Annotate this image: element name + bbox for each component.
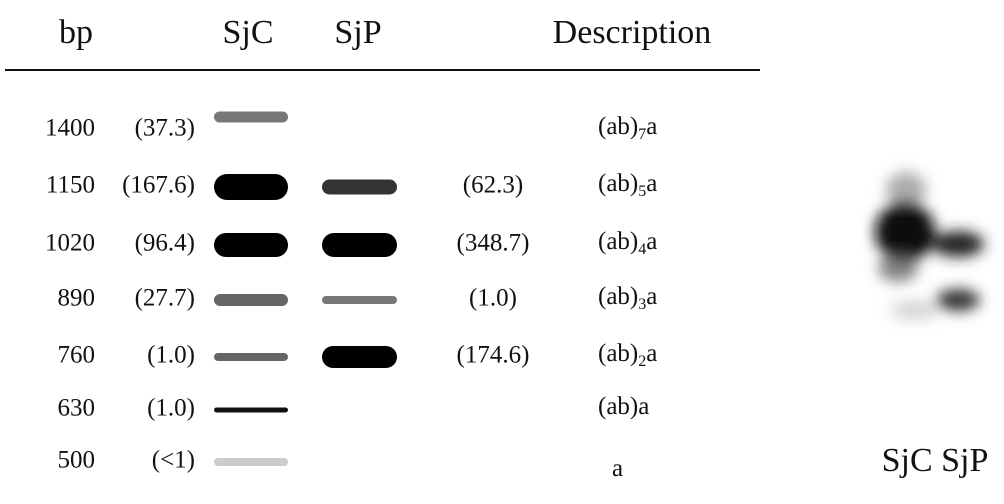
description-subscript: 2 xyxy=(638,353,646,370)
bp-label: 760 xyxy=(58,342,96,369)
description-part: a xyxy=(646,228,657,255)
description-part: (ab) xyxy=(598,283,638,310)
header-sjp: SjP xyxy=(334,14,381,51)
description-part: a xyxy=(612,455,623,482)
sjc-value: (167.6) xyxy=(122,172,195,199)
rows: 1400(37.3)(ab)7a1150(167.6)(62.3)(ab)5a1… xyxy=(45,112,657,482)
sjp-band xyxy=(322,180,397,195)
sjc-value: (37.3) xyxy=(135,115,195,142)
description: (ab)7a xyxy=(598,113,657,143)
sjc-band xyxy=(214,233,288,257)
sjc-value: (1.0) xyxy=(147,342,195,369)
sjc-value: (96.4) xyxy=(135,230,195,257)
description-part: (ab) xyxy=(598,113,638,140)
sjp-band xyxy=(322,346,397,368)
description-part: (ab)a xyxy=(598,393,649,420)
description: (ab)3a xyxy=(598,283,657,313)
header-description: Description xyxy=(553,14,712,51)
header-sjc: SjC xyxy=(222,14,273,51)
gel-image xyxy=(875,172,984,320)
description-subscript: 7 xyxy=(638,126,646,143)
header-bp: bp xyxy=(59,14,93,51)
sjp-band xyxy=(322,296,397,304)
bp-label: 1020 xyxy=(45,230,95,257)
description-subscript: 5 xyxy=(638,183,646,200)
sjc-value: (<1) xyxy=(152,447,195,474)
description: (ab)4a xyxy=(598,228,657,258)
description-part: a xyxy=(646,283,657,310)
gel-label: SjC SjP xyxy=(882,442,989,479)
figure: bp SjC SjP Description 1400(37.3)(ab)7a1… xyxy=(0,0,1004,504)
sjp-value: (1.0) xyxy=(469,285,517,312)
sjc-band xyxy=(214,353,288,361)
description-part: a xyxy=(646,340,657,367)
bp-label: 500 xyxy=(58,447,96,474)
description-subscript: 3 xyxy=(638,296,646,313)
bp-label: 890 xyxy=(58,285,96,312)
sjc-band xyxy=(214,408,288,413)
description-part: (ab) xyxy=(598,170,638,197)
description: (ab)2a xyxy=(598,340,657,370)
description-part: a xyxy=(646,113,657,140)
sjc-value: (1.0) xyxy=(147,395,195,422)
description-subscript: 4 xyxy=(638,241,646,258)
sjp-value: (174.6) xyxy=(457,342,530,369)
description-part: (ab) xyxy=(598,340,638,367)
description-part: (ab) xyxy=(598,228,638,255)
description-part: a xyxy=(646,170,657,197)
description: (ab)5a xyxy=(598,170,657,200)
description: a xyxy=(612,455,623,482)
bp-label: 1150 xyxy=(46,172,95,199)
bp-label: 630 xyxy=(58,395,96,422)
sjc-value: (27.7) xyxy=(135,285,195,312)
description: (ab)a xyxy=(598,393,649,420)
sjp-band xyxy=(322,233,397,257)
sjp-value: (62.3) xyxy=(463,172,523,199)
sjc-band xyxy=(214,112,288,123)
sjc-band xyxy=(214,458,288,466)
sjc-band xyxy=(214,294,288,306)
sjp-value: (348.7) xyxy=(457,230,530,257)
bp-label: 1400 xyxy=(45,115,95,142)
sjc-band xyxy=(214,174,288,200)
